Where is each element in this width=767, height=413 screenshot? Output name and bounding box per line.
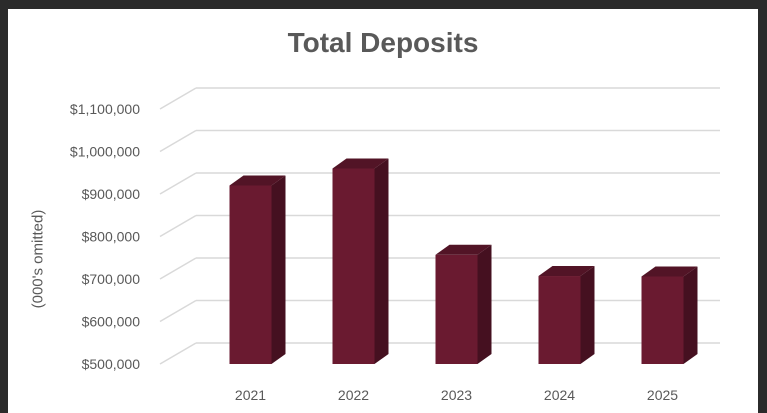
x-tick-label: 2022 [338, 387, 369, 403]
bar-side [477, 244, 492, 364]
bar-top [538, 266, 595, 277]
bar-top [229, 175, 286, 186]
chart-plot: $500,000 $600,000 $700,000 $800,000 $900,000… [70, 87, 720, 403]
x-tick-label: 2024 [544, 387, 575, 403]
y-tick-label: $1,000,000 [70, 144, 140, 160]
bar [641, 276, 684, 364]
x-tick-label: 2021 [235, 387, 266, 403]
y-tick-label: $1,100,000 [70, 101, 140, 117]
bar [332, 168, 375, 364]
y-tick-label: $600,000 [82, 314, 141, 330]
bar-top [435, 244, 492, 255]
gridline-depth [159, 172, 197, 195]
bar-top [332, 158, 389, 169]
bar-side [683, 266, 698, 364]
chart-title: Total Deposits [287, 27, 479, 58]
chart-panel: Total Deposits (000's omitted) $500,000 $… [8, 9, 758, 413]
bar [435, 254, 478, 364]
y-tick-label: $500,000 [82, 356, 141, 372]
gridline-depth [159, 129, 197, 153]
y-tick-label: $700,000 [82, 271, 141, 287]
bar-top [641, 266, 698, 277]
bar [229, 185, 272, 364]
gridline-depth [159, 342, 197, 365]
y-tick-label: $900,000 [82, 186, 141, 202]
gridline-depth [159, 214, 197, 238]
x-tick-label: 2025 [647, 387, 678, 403]
bar-side [271, 175, 286, 364]
x-tick-label: 2023 [441, 387, 472, 403]
bar-side [374, 158, 389, 364]
bar-side [580, 266, 595, 364]
gridline-depth [159, 257, 197, 280]
gridline-depth [159, 87, 197, 110]
bar [538, 276, 581, 364]
gridline-depth [159, 299, 197, 323]
y-tick-label: $800,000 [82, 229, 141, 245]
